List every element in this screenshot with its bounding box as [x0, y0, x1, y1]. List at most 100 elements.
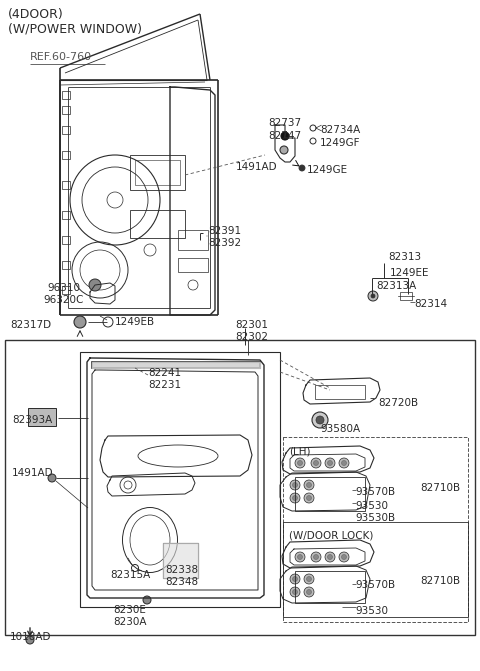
Text: 82313: 82313	[388, 252, 421, 262]
Text: 93580A: 93580A	[320, 424, 360, 434]
Text: 8230A: 8230A	[113, 617, 146, 627]
Text: 82391: 82391	[208, 226, 241, 236]
Polygon shape	[163, 543, 198, 578]
Text: 82301: 82301	[235, 320, 268, 330]
Circle shape	[313, 554, 319, 560]
Text: (LH): (LH)	[289, 446, 311, 456]
Text: 82338: 82338	[165, 565, 198, 575]
Bar	[62, 236, 70, 244]
Circle shape	[143, 596, 151, 604]
Circle shape	[307, 576, 312, 582]
Circle shape	[316, 416, 324, 424]
Circle shape	[290, 574, 300, 584]
Text: 93530: 93530	[355, 606, 388, 616]
Text: 82348: 82348	[165, 577, 198, 587]
Bar	[163, 543, 198, 578]
Circle shape	[304, 493, 314, 503]
Circle shape	[280, 146, 288, 154]
Text: 93570B: 93570B	[355, 487, 395, 497]
Text: 96310: 96310	[47, 283, 80, 293]
Circle shape	[307, 482, 312, 488]
Text: 1491AD: 1491AD	[12, 468, 54, 478]
Bar	[400, 292, 412, 300]
Bar	[178, 258, 208, 272]
Text: 93530B: 93530B	[355, 513, 395, 523]
Bar	[62, 261, 70, 269]
Circle shape	[298, 554, 302, 560]
Text: 82710B: 82710B	[420, 483, 460, 493]
Circle shape	[311, 552, 321, 562]
Bar	[295, 477, 365, 511]
Bar	[62, 286, 70, 294]
Circle shape	[371, 294, 375, 298]
Circle shape	[304, 574, 314, 584]
Circle shape	[74, 316, 86, 328]
Circle shape	[327, 554, 333, 560]
Text: 82710B: 82710B	[420, 576, 460, 586]
Text: 82317D: 82317D	[10, 320, 51, 330]
Text: 82315A: 82315A	[110, 570, 150, 580]
Bar	[283, 437, 468, 622]
Circle shape	[327, 460, 333, 466]
Text: 82720B: 82720B	[378, 398, 418, 408]
Circle shape	[292, 576, 298, 582]
Bar	[130, 210, 185, 238]
Circle shape	[292, 590, 298, 595]
Text: 82241: 82241	[148, 368, 181, 378]
Bar	[315, 385, 365, 399]
Bar	[62, 126, 70, 134]
Circle shape	[26, 636, 34, 644]
Text: 1249GF: 1249GF	[320, 138, 360, 148]
Bar	[5, 340, 475, 635]
Circle shape	[304, 480, 314, 490]
Text: 1491AD: 1491AD	[236, 162, 277, 172]
Bar	[28, 408, 56, 426]
Circle shape	[341, 554, 347, 560]
Text: 82392: 82392	[208, 238, 241, 248]
Polygon shape	[92, 362, 260, 368]
Circle shape	[313, 460, 319, 466]
Circle shape	[292, 482, 298, 488]
Text: 93570B: 93570B	[355, 580, 395, 590]
Circle shape	[325, 458, 335, 468]
Circle shape	[339, 552, 349, 562]
Circle shape	[341, 460, 347, 466]
Text: 82314: 82314	[414, 299, 447, 309]
Circle shape	[281, 132, 289, 140]
Bar	[295, 571, 365, 603]
Circle shape	[368, 291, 378, 301]
Text: 1249EE: 1249EE	[390, 268, 430, 278]
Text: 82737: 82737	[268, 118, 301, 128]
Bar	[178, 230, 208, 250]
Text: 96320C: 96320C	[43, 295, 84, 305]
Text: (4DOOR): (4DOOR)	[8, 8, 64, 21]
Bar	[62, 211, 70, 219]
Circle shape	[312, 412, 328, 428]
Circle shape	[311, 458, 321, 468]
Circle shape	[298, 460, 302, 466]
Text: 8230E: 8230E	[113, 605, 146, 615]
Text: 1249GE: 1249GE	[307, 165, 348, 175]
Circle shape	[325, 552, 335, 562]
Bar	[62, 91, 70, 99]
Circle shape	[295, 458, 305, 468]
Bar	[130, 155, 185, 190]
Text: (W/POWER WINDOW): (W/POWER WINDOW)	[8, 22, 142, 35]
Text: 93530: 93530	[355, 501, 388, 511]
Circle shape	[89, 279, 101, 291]
Text: REF.60-760: REF.60-760	[30, 52, 92, 62]
Bar	[135, 160, 180, 185]
Circle shape	[48, 474, 56, 482]
Circle shape	[295, 552, 305, 562]
Bar	[92, 362, 260, 368]
Bar	[62, 151, 70, 159]
Text: 1018AD: 1018AD	[10, 632, 51, 642]
Circle shape	[339, 458, 349, 468]
Text: 82734A: 82734A	[320, 125, 360, 135]
Bar	[62, 106, 70, 114]
Text: 1249EB: 1249EB	[115, 317, 155, 327]
Bar	[62, 181, 70, 189]
Circle shape	[299, 165, 305, 171]
Circle shape	[304, 587, 314, 597]
Bar	[80, 352, 280, 607]
